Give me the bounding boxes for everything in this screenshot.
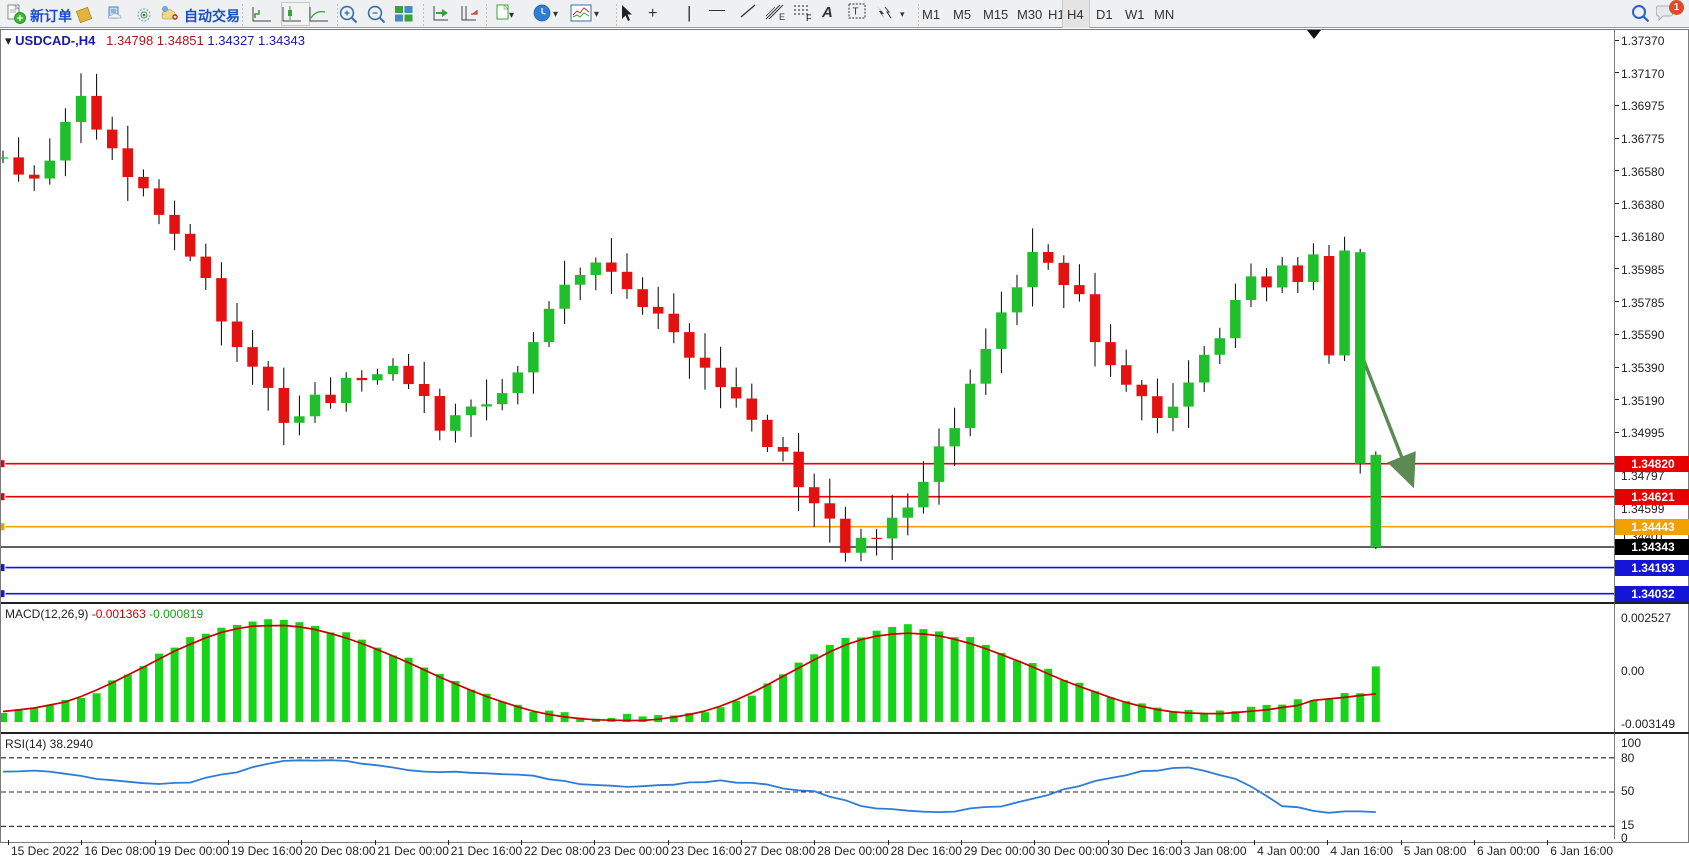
- svg-text:T: T: [853, 7, 859, 18]
